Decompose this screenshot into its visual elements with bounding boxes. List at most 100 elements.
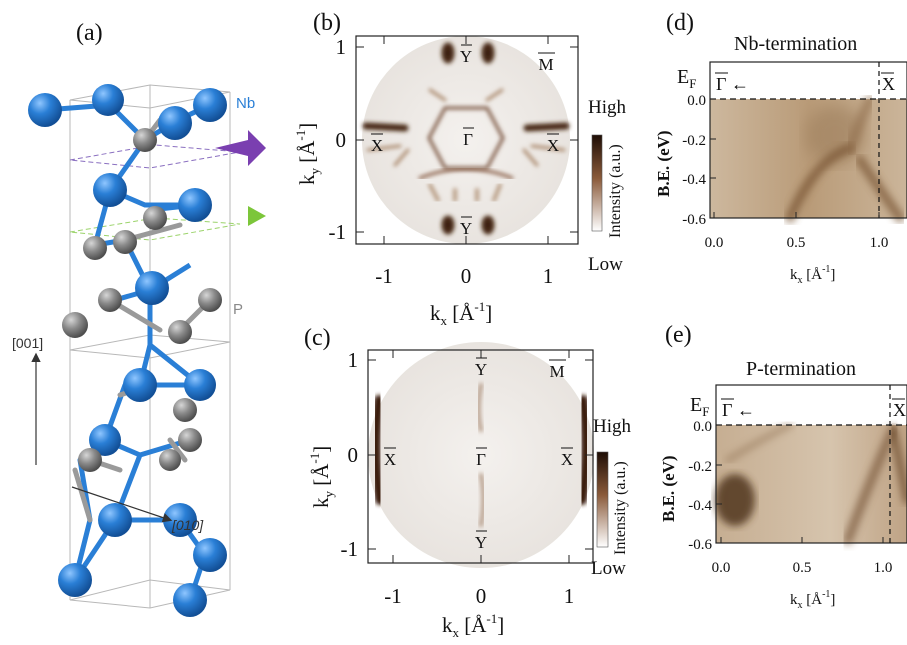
ticks-d (710, 98, 880, 219)
arpes-bands-e (715, 422, 907, 545)
ylabel-d: B.E. (eV) (654, 130, 673, 197)
ytick-d-1: -0.2 (682, 133, 706, 149)
nb-atoms (28, 84, 227, 617)
ylabel-c: ky [Å-1] (307, 446, 336, 508)
colorbar-label-c: Intensity (a.u.) (612, 461, 629, 555)
ytick-e-2: -0.4 (688, 498, 712, 514)
panel-c: (c) Y Y M X X Γ (304, 325, 632, 640)
xlabel-e: kx [Å-1] (790, 589, 835, 611)
axis-ticklabels-b: -1 0 1 1 0 -1 (329, 35, 554, 288)
point-y-bottom-c: Y (475, 533, 487, 552)
axis-ticklabels-c: -1 0 1 1 0 -1 (341, 348, 575, 608)
point-y-bottom-b: Y (460, 219, 472, 238)
colorbar-b (591, 134, 603, 232)
xlabel-b: kx [Å-1] (430, 299, 492, 328)
gamma-label-e: Γ (722, 400, 732, 420)
ticks-e (716, 424, 884, 544)
point-gamma-c: Γ (476, 450, 486, 469)
panel-e: (e) P-termination EF Γ ← X B.E. (eV) 0.0… (659, 322, 907, 611)
point-m-b: M (538, 55, 553, 74)
title-d: Nb-termination (734, 33, 857, 55)
fermi-map-c (368, 342, 594, 568)
ytick-d-0: 0.0 (687, 93, 706, 109)
colorbar-c (596, 451, 609, 548)
ytick-d-2: -0.4 (682, 172, 706, 188)
ticks-b (356, 36, 578, 244)
colorbar-low-c: Low (591, 558, 626, 579)
panel-a: (a) (12, 20, 266, 617)
colorbar-label-b: Intensity (a.u.) (607, 144, 624, 238)
x-label-d: X (882, 74, 895, 94)
frame-e (715, 384, 907, 544)
ytick-b-2: -1 (329, 220, 347, 244)
xlabel-c: kx [Å-1] (442, 611, 504, 640)
xtick-b-0: -1 (375, 264, 393, 288)
arrow-top-icon (215, 130, 266, 166)
arpes-bands-d (785, 95, 905, 223)
ytick-d-3: -0.6 (682, 212, 706, 228)
panel-d: (d) Nb-termination EF Γ ← X B.E. (eV) 0.… (654, 10, 907, 286)
arrow-left-icon-e: ← (737, 400, 755, 420)
ytick-c-1: 0 (348, 443, 359, 467)
ylabel-e: B.E. (eV) (659, 455, 678, 522)
point-m-c: M (549, 362, 564, 381)
p-atoms (62, 128, 222, 472)
xtick-e-2: 1.0 (874, 560, 893, 576)
panel-label-d: (d) (666, 10, 694, 36)
ef-label-e: EF (690, 394, 709, 419)
xtick-e-0: 0.0 (712, 560, 731, 576)
x-label-e: X (893, 400, 906, 420)
xtick-d-0: 0.0 (705, 235, 724, 251)
label-001: [001] (12, 335, 43, 351)
title-e: P-termination (746, 358, 856, 380)
point-x-left-c: X (384, 450, 396, 469)
xtick-c-0: -1 (384, 584, 402, 608)
point-x-right-c: X (561, 450, 573, 469)
xlabel-d: kx [Å-1] (790, 264, 835, 286)
point-gamma-b: Γ (463, 130, 473, 149)
panel-label-c: (c) (304, 325, 331, 351)
point-labels-b: Y Y M X X Γ (371, 44, 559, 238)
point-x-left-b: X (371, 136, 383, 155)
label-nb: Nb (236, 95, 255, 112)
fermi-map-b (362, 36, 570, 244)
xtick-e-1: 0.5 (793, 560, 812, 576)
ticks-c (368, 350, 593, 563)
label-010: [010] (171, 517, 204, 533)
ytick-e-0: 0.0 (693, 419, 712, 435)
point-y-top-b: Y (460, 47, 472, 66)
xtick-c-2: 1 (564, 584, 575, 608)
b-axis-arrow (71, 486, 173, 523)
xtick-d-1: 0.5 (787, 235, 806, 251)
colorbar-high-b: High (588, 97, 627, 118)
ytick-e-3: -0.6 (688, 537, 712, 553)
panel-label-a: (a) (76, 20, 103, 46)
ytick-b-1: 0 (336, 128, 347, 152)
fermi-features-c (370, 367, 592, 544)
xtick-b-2: 1 (543, 264, 554, 288)
label-p: P (233, 301, 243, 318)
frame-d (709, 61, 907, 219)
panel-label-e: (e) (665, 322, 692, 348)
xtick-d-2: 1.0 (870, 235, 889, 251)
panel-b: (b) Y Y M X (293, 10, 627, 328)
ylabel-b: ky [Å-1] (293, 123, 322, 185)
gamma-label-d: Γ (716, 74, 726, 94)
point-y-top-c: Y (475, 360, 487, 379)
xtick-c-1: 0 (476, 584, 487, 608)
colorbar-low-b: Low (588, 254, 623, 275)
colorbar-high-c: High (593, 416, 632, 437)
point-x-right-b: X (547, 136, 559, 155)
xtick-b-1: 0 (461, 264, 472, 288)
ytick-c-2: -1 (341, 537, 359, 561)
ef-label-d: EF (677, 66, 696, 91)
arpes-image-d (710, 99, 907, 218)
fermi-features-b (362, 42, 570, 235)
panel-label-b: (b) (313, 10, 341, 36)
arrow-left-icon-d: ← (731, 74, 749, 94)
ytick-e-1: -0.2 (688, 459, 712, 475)
ytick-c-0: 1 (348, 348, 359, 372)
arrow-bottom-icon (218, 206, 266, 226)
ytick-b-0: 1 (336, 35, 347, 59)
